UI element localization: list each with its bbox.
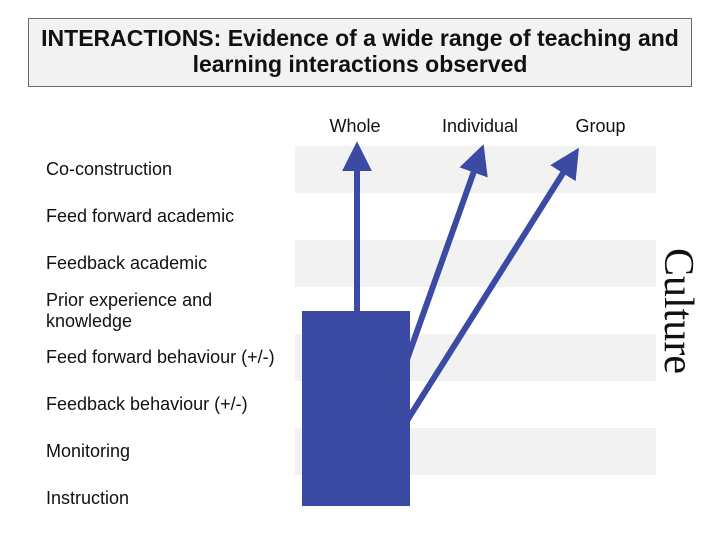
row-label: Feedback academic — [42, 253, 295, 274]
cell — [545, 240, 656, 287]
cell — [415, 287, 545, 334]
cell — [545, 146, 656, 193]
row-label: Feedback behaviour (+/-) — [42, 394, 295, 415]
table-row: Feed forward academic — [42, 193, 656, 240]
col-header-individual: Individual — [415, 116, 545, 137]
row-label: Co-construction — [42, 159, 295, 180]
row-label: Feed forward academic — [42, 206, 295, 227]
row-label: Instruction — [42, 488, 295, 509]
cell — [415, 334, 545, 381]
cell — [295, 240, 415, 287]
col-header-group: Group — [545, 116, 656, 137]
table-row: Feedback academic — [42, 240, 656, 287]
cell — [545, 287, 656, 334]
cell — [415, 240, 545, 287]
cell — [295, 193, 415, 240]
cell — [545, 381, 656, 428]
cell — [295, 146, 415, 193]
cell — [545, 193, 656, 240]
row-label: Prior experience and knowledge — [42, 290, 295, 331]
slide: INTERACTIONS: Evidence of a wide range o… — [0, 0, 720, 540]
cell — [545, 428, 656, 475]
cell — [415, 475, 545, 522]
cell — [415, 428, 545, 475]
grid-header-row: Whole Individual Group — [42, 106, 656, 146]
table-row: Co-construction — [42, 146, 656, 193]
col-header-whole: Whole — [295, 116, 415, 137]
row-label: Monitoring — [42, 441, 295, 462]
bar-shape — [302, 311, 410, 506]
title-box: INTERACTIONS: Evidence of a wide range o… — [28, 18, 692, 87]
cell — [415, 381, 545, 428]
cell — [415, 146, 545, 193]
cell — [415, 193, 545, 240]
row-label: Feed forward behaviour (+/-) — [42, 347, 295, 368]
cell — [545, 475, 656, 522]
slide-title: INTERACTIONS: Evidence of a wide range o… — [41, 25, 679, 78]
cell — [545, 334, 656, 381]
vertical-label-culture: Culture — [654, 248, 702, 374]
